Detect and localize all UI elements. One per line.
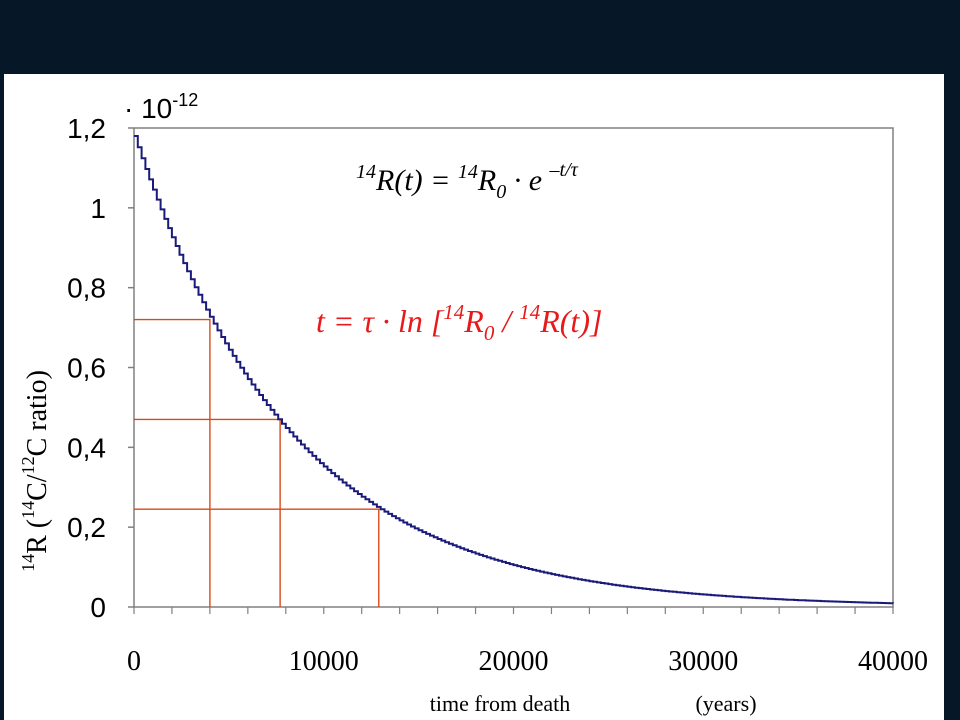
reference-line xyxy=(134,418,281,607)
y-tick-label: 0,2 xyxy=(67,512,106,543)
y-tick-label: 0,8 xyxy=(67,273,106,304)
y-multiplier: · 10-12 xyxy=(124,90,198,124)
y-axis-label: 14R (14C/12C ratio) xyxy=(18,370,53,572)
x-tick-label: 30000 xyxy=(668,646,738,677)
x-tick-label: 40000 xyxy=(858,646,928,677)
x-tick-label: 10000 xyxy=(289,646,359,677)
x-axis-label: time from death xyxy=(430,691,571,716)
y-tick-label: 0 xyxy=(90,592,106,623)
reference-line xyxy=(134,508,380,607)
chart-panel: 0 0,2 0,4 0,6 0,8 1 1,2 0 10000 20000 30000 40000 ·… xyxy=(4,74,944,720)
y-tick-label: 0,6 xyxy=(67,353,106,384)
plot-frame xyxy=(133,127,894,608)
y-tick-label: 1 xyxy=(90,193,106,224)
formula-age: t = τ · ln [14R0 / 14R(t)] xyxy=(316,300,602,345)
x-axis-units: (years) xyxy=(695,691,756,716)
decay-series-line xyxy=(134,135,894,605)
decay-chart: 0 0,2 0,4 0,6 0,8 1 1,2 0 10000 20000 30000 40000 ·… xyxy=(18,90,928,716)
x-tick-label: 0 xyxy=(127,646,141,677)
y-tick-label: 0,4 xyxy=(67,432,106,463)
x-tick-label: 20000 xyxy=(479,646,549,677)
reference-line xyxy=(134,318,211,607)
formula-decay: 14R(t) = 14R0 · e –t/τ xyxy=(356,159,579,203)
y-multiplier-exponent: -12 xyxy=(172,90,198,110)
y-multiplier-base: · 10 xyxy=(124,93,172,124)
y-tick-label: 1,2 xyxy=(67,113,106,144)
